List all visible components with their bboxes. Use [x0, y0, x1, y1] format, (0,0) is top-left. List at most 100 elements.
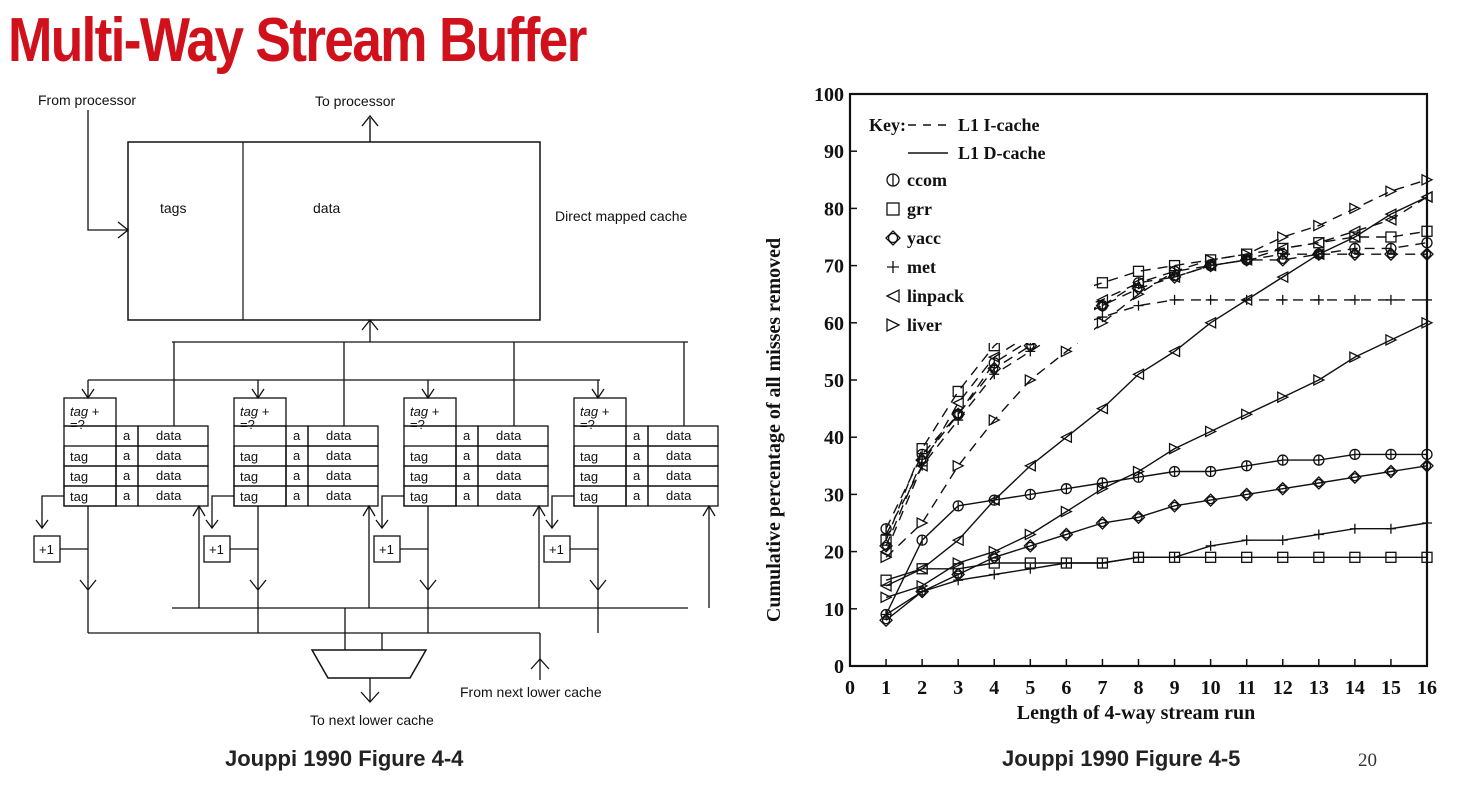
series-line	[885, 522, 1428, 616]
data-cell-label: data	[496, 448, 522, 463]
legend-line-label: L1 I-cache	[958, 115, 1039, 135]
marker-diamond-inner	[1422, 461, 1432, 470]
marker-plus	[1277, 294, 1288, 305]
marker-triangle-left	[987, 494, 1000, 507]
series-line	[885, 230, 1428, 541]
lookup-arrowhead	[421, 388, 435, 400]
marker-plus	[1422, 518, 1432, 528]
available-bit-label: a	[123, 428, 131, 443]
tag-compare-eq: =?	[70, 417, 85, 432]
series-liver-icache	[880, 173, 1434, 564]
marker-square	[1204, 551, 1217, 563]
marker-plus	[881, 609, 892, 620]
marker-plus	[1349, 294, 1360, 305]
y-tick-label: 80	[824, 198, 844, 220]
marker-triangle-left	[1276, 270, 1289, 284]
tag-cell-label: tag	[580, 469, 598, 484]
tag-compare-eq: =?	[240, 417, 255, 432]
marker-diamond-inner	[1350, 250, 1360, 259]
marker-diamond	[1131, 281, 1146, 296]
tag-column	[573, 425, 627, 507]
series-line	[885, 299, 1427, 535]
marker-diamond	[1384, 464, 1398, 479]
available-bit-label: a	[463, 448, 471, 463]
data-cell-label: data	[326, 468, 352, 483]
marker-plus	[1061, 558, 1072, 569]
marker-diamond-inner	[1386, 250, 1396, 259]
legend-marker-label: met	[907, 257, 936, 277]
to-next-lower-cache-label: To next lower cache	[310, 712, 434, 728]
marker-triangle-right	[916, 516, 929, 530]
fill-arrowhead	[362, 504, 376, 517]
fill-arrowhead	[192, 504, 206, 517]
data-cell-label: data	[156, 448, 182, 463]
marker-diamond	[1023, 538, 1038, 553]
marker-plus	[953, 575, 964, 586]
incrementer-output-wire	[400, 506, 429, 550]
marker-triangle-right	[1349, 202, 1362, 215]
marker-plus	[1205, 540, 1216, 551]
marker-triangle-right	[1421, 173, 1434, 186]
incrementer-label: +1	[549, 542, 564, 557]
tag-cell-label: tag	[410, 489, 428, 504]
marker-triangle-right	[916, 579, 929, 592]
from-next-lower-cache-label: From next lower cache	[460, 684, 602, 700]
marker-triangle-right	[1313, 219, 1326, 232]
marker-diamond	[1420, 247, 1434, 262]
x-tick-label: 12	[1273, 677, 1293, 699]
marker-triangle-left	[1132, 276, 1145, 289]
marker-diamond	[987, 550, 1002, 565]
marker-plus	[953, 415, 964, 426]
marker-plus	[887, 261, 899, 273]
marker-plus	[1313, 294, 1324, 305]
slide-title: Multi-Way Stream Buffer	[8, 6, 587, 75]
y-tick-label: 20	[824, 542, 844, 564]
marker-triangle-right	[1349, 351, 1362, 364]
marker-triangle-right	[1060, 345, 1073, 358]
chart-legend: Key: L1 I-cache L1 D-cache ccom grr yacc met li…	[858, 103, 1094, 343]
stream-buffer-2: tag +=? a data tag a data tag a data tag a data +1	[203, 342, 379, 633]
marker-diamond-inner	[1134, 513, 1143, 522]
y-tick-label: 70	[824, 256, 844, 278]
legend-marker-label: linpack	[907, 286, 964, 306]
incrementer-output-wire	[230, 506, 259, 550]
marker-square	[1313, 551, 1325, 563]
marker-diamond-inner	[1206, 495, 1215, 505]
cache-label: Direct mapped cache	[555, 208, 688, 224]
left-figure-caption: Jouppi 1990 Figure 4-4	[225, 746, 464, 771]
tag-cell-label: tag	[580, 449, 598, 464]
stream-buffer-3: tag +=? a data tag a data tag a data tag a data +1	[373, 342, 549, 633]
series-met-icache	[881, 294, 1432, 540]
marker-diamond-inner	[1314, 478, 1323, 488]
fill-arrowhead	[702, 504, 716, 517]
marker-triangle-left	[1312, 248, 1325, 261]
marker-triangle-right	[1132, 288, 1145, 301]
series-line	[885, 322, 1428, 599]
x-tick-label: 9	[1170, 677, 1180, 699]
marker-triangle-right	[1168, 442, 1182, 455]
marker-triangle-right	[1241, 408, 1254, 421]
marker-triangle-left	[1348, 230, 1361, 244]
legend-background	[858, 103, 1094, 343]
marker-triangle-right	[1385, 185, 1398, 198]
available-bit-label: a	[633, 468, 641, 483]
marker-diamond-inner	[1242, 490, 1251, 499]
data-cell	[647, 485, 719, 507]
data-cell	[477, 485, 549, 507]
to-lower-cache-arrowhead	[360, 691, 380, 703]
tag-cell-label: tag	[240, 449, 258, 464]
page-number: 20	[1358, 750, 1377, 771]
x-tick-label: 13	[1309, 677, 1329, 699]
data-cell-label: data	[156, 488, 182, 503]
x-tick-label: 14	[1345, 677, 1365, 699]
marker-triangle-right	[988, 413, 1001, 427]
marker-diamond-inner	[1314, 250, 1323, 259]
marker-triangle-left	[1312, 236, 1325, 249]
to-processor-label: To processor	[315, 93, 395, 109]
incrementer-label: +1	[379, 542, 394, 557]
marker-triangle-right	[1313, 373, 1326, 387]
marker-diamond-inner	[1386, 467, 1396, 476]
legend-marker-label: yacc	[907, 228, 941, 248]
